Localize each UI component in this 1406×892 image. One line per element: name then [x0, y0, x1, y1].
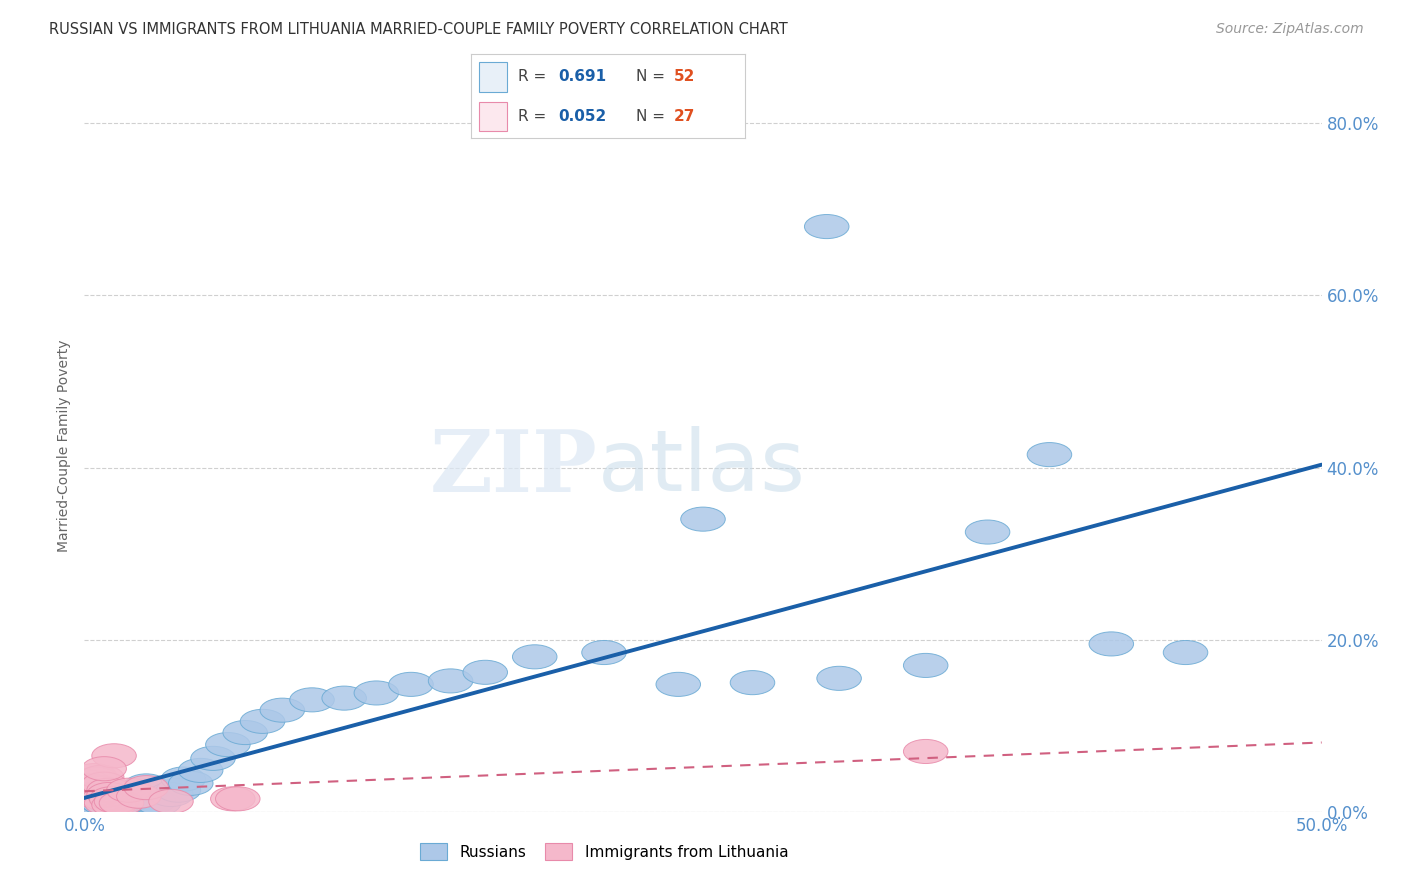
Text: N =: N =: [636, 109, 665, 124]
Ellipse shape: [117, 784, 162, 808]
Y-axis label: Married-Couple Family Poverty: Married-Couple Family Poverty: [58, 340, 72, 552]
Ellipse shape: [84, 791, 129, 815]
Ellipse shape: [162, 767, 205, 791]
Ellipse shape: [354, 681, 399, 705]
Ellipse shape: [240, 709, 285, 733]
Ellipse shape: [90, 791, 134, 815]
Ellipse shape: [104, 789, 149, 814]
FancyBboxPatch shape: [479, 102, 506, 131]
Ellipse shape: [463, 660, 508, 684]
Text: 52: 52: [673, 70, 696, 85]
Ellipse shape: [72, 789, 117, 814]
Ellipse shape: [107, 778, 152, 802]
Ellipse shape: [67, 774, 111, 798]
Ellipse shape: [817, 666, 862, 690]
Ellipse shape: [75, 784, 120, 808]
Text: N =: N =: [636, 70, 665, 85]
Ellipse shape: [91, 744, 136, 768]
Ellipse shape: [124, 774, 169, 798]
Ellipse shape: [69, 778, 114, 802]
Ellipse shape: [65, 770, 110, 794]
Ellipse shape: [966, 520, 1010, 544]
Ellipse shape: [205, 732, 250, 756]
Text: 0.691: 0.691: [558, 70, 607, 85]
Ellipse shape: [77, 793, 121, 817]
Ellipse shape: [65, 782, 110, 806]
Ellipse shape: [117, 778, 162, 802]
Text: atlas: atlas: [598, 426, 806, 509]
Ellipse shape: [388, 673, 433, 697]
Text: 27: 27: [673, 109, 696, 124]
Ellipse shape: [681, 507, 725, 532]
Ellipse shape: [215, 787, 260, 811]
Ellipse shape: [657, 673, 700, 697]
Ellipse shape: [124, 775, 169, 799]
Ellipse shape: [84, 787, 129, 811]
Text: ZIP: ZIP: [430, 426, 598, 510]
Ellipse shape: [149, 782, 193, 806]
Ellipse shape: [512, 645, 557, 669]
Ellipse shape: [82, 772, 127, 797]
Ellipse shape: [94, 791, 139, 815]
Ellipse shape: [100, 791, 143, 815]
Ellipse shape: [904, 653, 948, 678]
Ellipse shape: [1028, 442, 1071, 467]
Ellipse shape: [179, 758, 224, 782]
Ellipse shape: [91, 793, 136, 817]
Ellipse shape: [149, 789, 193, 814]
Ellipse shape: [169, 772, 214, 796]
Ellipse shape: [69, 787, 114, 811]
Ellipse shape: [804, 214, 849, 239]
Ellipse shape: [224, 721, 267, 745]
FancyBboxPatch shape: [479, 62, 506, 92]
Ellipse shape: [82, 791, 127, 815]
Ellipse shape: [77, 775, 121, 799]
Ellipse shape: [191, 747, 235, 771]
Text: 0.052: 0.052: [558, 109, 607, 124]
Ellipse shape: [211, 787, 254, 811]
Ellipse shape: [100, 789, 143, 813]
Ellipse shape: [156, 778, 201, 802]
Ellipse shape: [260, 698, 305, 723]
Ellipse shape: [82, 756, 127, 780]
Ellipse shape: [75, 767, 120, 791]
Legend: Russians, Immigrants from Lithuania: Russians, Immigrants from Lithuania: [413, 838, 794, 866]
Ellipse shape: [97, 793, 141, 817]
Text: RUSSIAN VS IMMIGRANTS FROM LITHUANIA MARRIED-COUPLE FAMILY POVERTY CORRELATION C: RUSSIAN VS IMMIGRANTS FROM LITHUANIA MAR…: [49, 22, 787, 37]
Ellipse shape: [110, 787, 153, 811]
Ellipse shape: [90, 787, 134, 811]
Ellipse shape: [101, 791, 146, 815]
Ellipse shape: [131, 789, 176, 814]
Ellipse shape: [94, 789, 139, 814]
Ellipse shape: [107, 784, 152, 808]
Ellipse shape: [79, 789, 124, 814]
Ellipse shape: [1090, 632, 1133, 656]
Ellipse shape: [67, 784, 111, 808]
Ellipse shape: [322, 686, 367, 710]
Ellipse shape: [1163, 640, 1208, 665]
Ellipse shape: [429, 669, 472, 693]
Ellipse shape: [79, 765, 124, 789]
Ellipse shape: [136, 791, 181, 815]
Ellipse shape: [730, 671, 775, 695]
Ellipse shape: [72, 764, 117, 788]
Text: R =: R =: [517, 70, 546, 85]
Ellipse shape: [91, 787, 136, 811]
Ellipse shape: [87, 782, 131, 806]
Ellipse shape: [87, 778, 131, 802]
Ellipse shape: [111, 780, 156, 805]
Text: Source: ZipAtlas.com: Source: ZipAtlas.com: [1216, 22, 1364, 37]
Ellipse shape: [290, 688, 335, 712]
Text: R =: R =: [517, 109, 546, 124]
Ellipse shape: [82, 787, 127, 811]
Ellipse shape: [904, 739, 948, 764]
Ellipse shape: [75, 791, 120, 815]
Ellipse shape: [79, 780, 124, 805]
Ellipse shape: [582, 640, 626, 665]
Ellipse shape: [87, 789, 131, 814]
